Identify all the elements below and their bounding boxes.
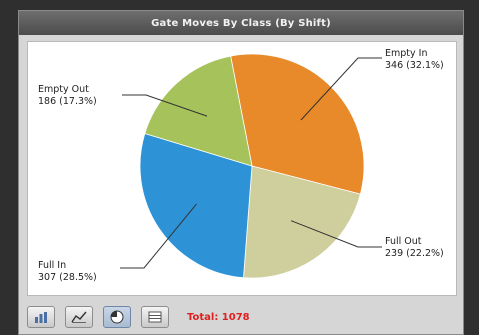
slice-label: Full In 307 (28.5%) [38,260,97,284]
slice-label: Full Out 239 (22.2%) [385,236,444,260]
slice-label-name: Empty In [385,48,428,59]
leader-line [290,220,382,248]
total-count: Total: 1078 [187,311,250,323]
slice-label: Empty Out 186 (17.3%) [38,84,97,108]
line-chart-icon [71,311,87,323]
slice-label-name: Empty Out [38,84,89,95]
slice-label-value: 346 (32.1%) [385,60,444,71]
pie-slice-empty-out [144,55,253,167]
slice-label-value: 307 (28.5%) [38,272,97,283]
pie-slice-empty-in [230,53,365,195]
chart-toolbar: Total: 1078 [27,303,455,331]
pie-slice-full-out [243,165,361,279]
bar-chart-button[interactable] [27,306,55,328]
table-view-button[interactable] [141,306,169,328]
slice-label: Empty In 346 (32.1%) [385,48,444,72]
slice-label-value: 239 (22.2%) [385,248,444,259]
leader-line [300,57,382,121]
slice-label-value: 186 (17.3%) [38,96,97,107]
bar-chart-icon [35,312,47,323]
leader-line [120,203,197,269]
line-chart-button[interactable] [65,306,93,328]
pie-slice-full-in [139,132,253,279]
leader-line [122,94,208,117]
chart-panel: Gate Moves By Class (By Shift) Empty In 3… [18,10,464,335]
pie-chart-icon [110,310,124,324]
chart-title: Gate Moves By Class (By Shift) [151,17,331,29]
pie-chart-button[interactable] [103,306,131,328]
pie-chart [120,53,382,279]
table-icon [148,311,162,323]
pie-chart-area: Empty In 346 (32.1%) Full Out 239 (22.2%) Fu… [27,41,457,296]
chart-title-bar: Gate Moves By Class (By Shift) [19,11,463,35]
slice-label-name: Full Out [385,236,422,247]
slice-label-name: Full In [38,260,67,271]
